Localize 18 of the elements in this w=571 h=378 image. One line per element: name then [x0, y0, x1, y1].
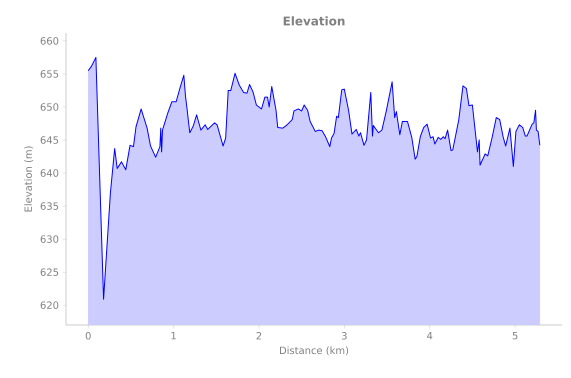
x-tick-label: 4: [427, 332, 432, 340]
chart-title: Elevation: [284, 16, 344, 26]
y-tick-label: 635: [40, 202, 58, 210]
x-tick-label: 0: [86, 332, 91, 340]
y-tick-label: 640: [40, 169, 58, 177]
y-tick-label: 645: [40, 136, 58, 144]
y-axis-title: Elevation (m): [24, 146, 34, 212]
y-tick-label: 650: [40, 103, 58, 111]
y-tick-label: 660: [40, 37, 58, 45]
y-tick-label: 655: [40, 70, 58, 78]
x-tick-label: 2: [256, 332, 262, 340]
y-tick-label: 625: [40, 268, 58, 276]
x-tick-label: 1: [171, 332, 176, 340]
x-tick-label: 5: [512, 332, 518, 340]
x-tick-label: 3: [342, 332, 347, 340]
y-tick-label: 630: [40, 235, 58, 243]
y-tick-label: 620: [40, 301, 58, 309]
x-axis-title: Distance (km): [280, 346, 348, 356]
